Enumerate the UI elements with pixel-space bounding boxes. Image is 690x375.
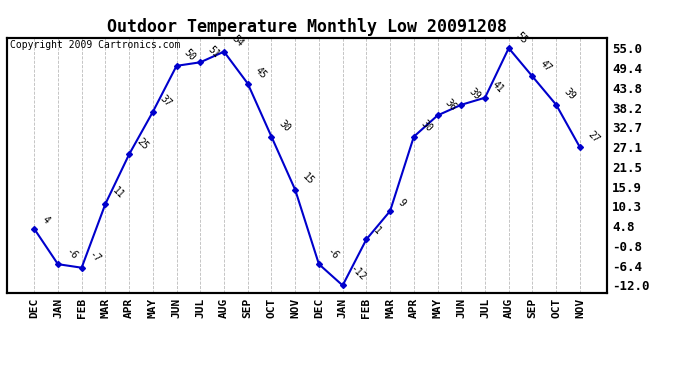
Title: Outdoor Temperature Monthly Low 20091208: Outdoor Temperature Monthly Low 20091208 (107, 18, 507, 36)
Text: 55: 55 (514, 30, 530, 45)
Text: Copyright 2009 Cartronics.com: Copyright 2009 Cartronics.com (10, 40, 180, 50)
Text: 39: 39 (467, 87, 482, 102)
Text: 25: 25 (135, 136, 150, 152)
Text: -6: -6 (324, 246, 340, 261)
Text: 30: 30 (420, 118, 435, 134)
Text: 51: 51 (206, 44, 221, 60)
Text: 9: 9 (395, 197, 407, 208)
Text: 39: 39 (562, 87, 577, 102)
Text: 37: 37 (159, 94, 174, 109)
Text: 27: 27 (586, 129, 601, 144)
Text: 4: 4 (40, 215, 51, 226)
Text: 11: 11 (111, 186, 126, 201)
Text: -6: -6 (63, 246, 79, 261)
Text: 36: 36 (443, 97, 458, 112)
Text: -12: -12 (348, 263, 368, 283)
Text: 1: 1 (372, 225, 383, 237)
Text: -7: -7 (87, 249, 103, 265)
Text: 54: 54 (230, 33, 245, 49)
Text: 47: 47 (538, 58, 553, 74)
Text: 30: 30 (277, 118, 293, 134)
Text: 15: 15 (301, 172, 316, 187)
Text: 50: 50 (182, 48, 197, 63)
Text: 45: 45 (253, 65, 268, 81)
Text: 41: 41 (491, 80, 506, 95)
